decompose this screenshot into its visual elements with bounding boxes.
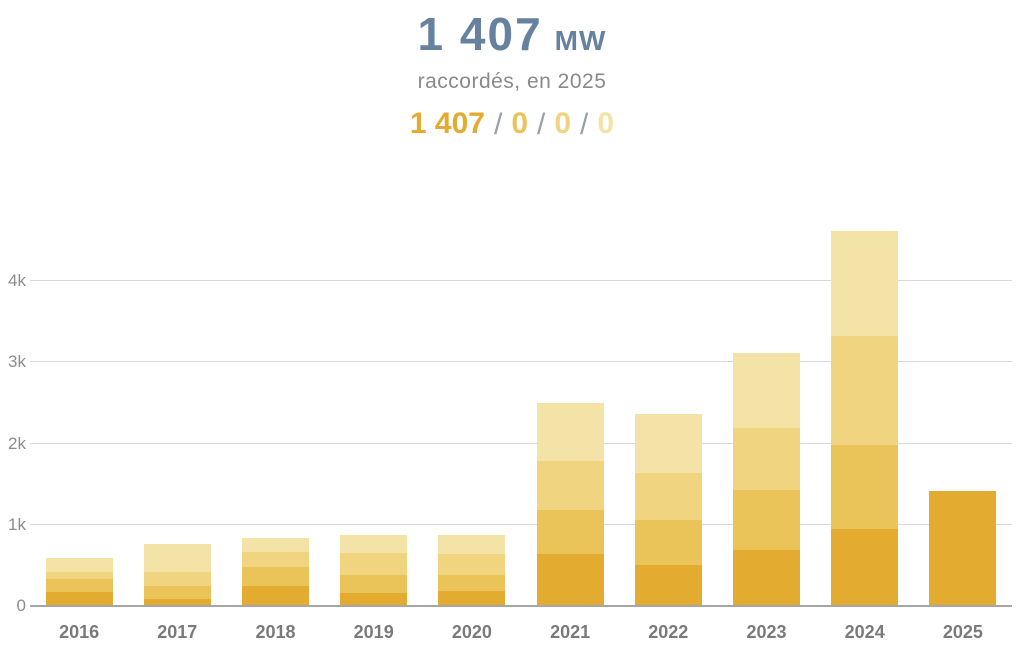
bar-2021[interactable]: [536, 402, 604, 605]
y-tick-label-2k: 2k: [8, 433, 26, 453]
quarter-separator: /: [493, 108, 503, 142]
bar-segment-2024-segment-1-dark[interactable]: [831, 529, 899, 605]
page-title: 1 407 MW: [0, 10, 1024, 58]
x-axis-label-2024: 2024: [844, 622, 885, 642]
bar-segment-2022-segment-1-dark[interactable]: [634, 564, 702, 605]
bar-segment-2018-segment-4-lightest[interactable]: [242, 538, 309, 553]
bar-2022[interactable]: [634, 414, 702, 605]
x-axis-label-2021: 2021: [550, 622, 591, 642]
y-tick-label-3k: 3k: [8, 352, 26, 372]
x-axis-label-2019: 2019: [353, 622, 394, 642]
bar-segment-2019-segment-1-dark[interactable]: [340, 593, 408, 605]
bar-segment-2023-segment-3-light[interactable]: [733, 427, 800, 490]
quarter-value-4: 0: [597, 107, 615, 141]
bar-segment-2024-segment-2-medium[interactable]: [831, 444, 899, 529]
bar-segment-2022-segment-3-light[interactable]: [634, 473, 702, 520]
bar-segment-2025-segment-1-dark[interactable]: [929, 490, 997, 605]
bar-segment-2017-segment-3-light[interactable]: [143, 571, 211, 587]
bar-segment-2017-segment-2-medium[interactable]: [143, 586, 211, 599]
bar-segment-2018-segment-3-light[interactable]: [242, 552, 309, 568]
x-axis-label-2023: 2023: [746, 622, 787, 642]
bar-2018[interactable]: [242, 538, 309, 605]
bar-2019[interactable]: [340, 534, 408, 605]
x-axis-label-2025: 2025: [942, 622, 983, 642]
x-axis-label-2018: 2018: [255, 622, 296, 642]
quarter-values-row: 1 407/0/0/0: [0, 107, 1024, 142]
bar-segment-2024-segment-3-light[interactable]: [831, 335, 899, 445]
chart-header: 1 407 MW raccordés, en 2025 1 407/0/0/0: [0, 0, 1024, 142]
bar-segment-2024-segment-4-lightest[interactable]: [831, 231, 899, 336]
bar-segment-2016-segment-4-lightest[interactable]: [45, 558, 113, 572]
total-unit: MW: [554, 25, 607, 56]
bar-2017[interactable]: [143, 544, 211, 605]
bar-segment-2018-segment-2-medium[interactable]: [242, 567, 309, 586]
x-axis-label-2017: 2017: [157, 622, 198, 642]
gridline-1k: [30, 523, 1012, 525]
bar-segment-2016-segment-2-medium[interactable]: [45, 579, 113, 592]
quarter-separator: /: [580, 108, 589, 142]
bar-segment-2021-segment-4-lightest[interactable]: [536, 402, 604, 462]
gridline-4k: [30, 280, 1012, 281]
bar-2016[interactable]: [45, 558, 113, 605]
gridline-3k: [30, 361, 1012, 363]
total-value: 1 407: [417, 8, 543, 60]
bar-segment-2018-segment-1-dark[interactable]: [242, 585, 309, 605]
bar-segment-2023-segment-1-dark[interactable]: [733, 550, 800, 605]
quarter-value-3: 0: [554, 107, 572, 141]
bar-2025[interactable]: [929, 490, 997, 605]
bar-segment-2022-segment-4-lightest[interactable]: [634, 414, 702, 474]
bar-segment-2020-segment-2-medium[interactable]: [438, 574, 506, 591]
quarter-value-1: 1 407: [409, 107, 485, 141]
x-axis-label-2020: 2020: [451, 622, 492, 642]
quarter-value-2: 0: [511, 107, 529, 141]
bar-segment-2020-segment-4-lightest[interactable]: [438, 534, 506, 554]
bar-segment-2016-segment-1-dark[interactable]: [45, 591, 113, 605]
bar-segment-2017-segment-1-dark[interactable]: [143, 598, 211, 605]
bar-segment-2017-segment-4-lightest[interactable]: [143, 544, 211, 572]
bar-segment-2022-segment-2-medium[interactable]: [634, 519, 702, 565]
bar-segment-2019-segment-2-medium[interactable]: [340, 574, 408, 594]
bar-segment-2023-segment-4-lightest[interactable]: [733, 353, 800, 428]
bar-segment-2021-segment-3-light[interactable]: [536, 461, 604, 511]
bar-segment-2019-segment-3-light[interactable]: [340, 553, 408, 575]
bar-segment-2023-segment-2-medium[interactable]: [733, 489, 800, 551]
bar-segment-2021-segment-1-dark[interactable]: [536, 554, 604, 605]
bar-segment-2021-segment-2-medium[interactable]: [536, 510, 604, 555]
bar-2023[interactable]: [733, 353, 800, 605]
y-tick-label-0: 0: [16, 596, 26, 615]
chart-subtitle: raccordés, en 2025: [417, 70, 607, 94]
gridline-2k: [30, 442, 1012, 444]
bar-segment-2020-segment-1-dark[interactable]: [438, 590, 506, 605]
bar-segment-2020-segment-3-light[interactable]: [438, 553, 506, 575]
bar-segment-2019-segment-4-lightest[interactable]: [340, 534, 408, 554]
quarter-separator: /: [537, 108, 546, 142]
bar-2024[interactable]: [831, 231, 899, 605]
x-axis-label-2016: 2016: [59, 622, 100, 642]
y-tick-label-1k: 1k: [8, 514, 26, 534]
x-axis-line: [30, 605, 1012, 607]
bar-segment-2016-segment-3-light[interactable]: [45, 571, 113, 580]
bar-2020[interactable]: [438, 534, 506, 605]
x-axis-label-2022: 2022: [648, 622, 689, 642]
y-tick-label-4k: 4k: [8, 271, 26, 290]
